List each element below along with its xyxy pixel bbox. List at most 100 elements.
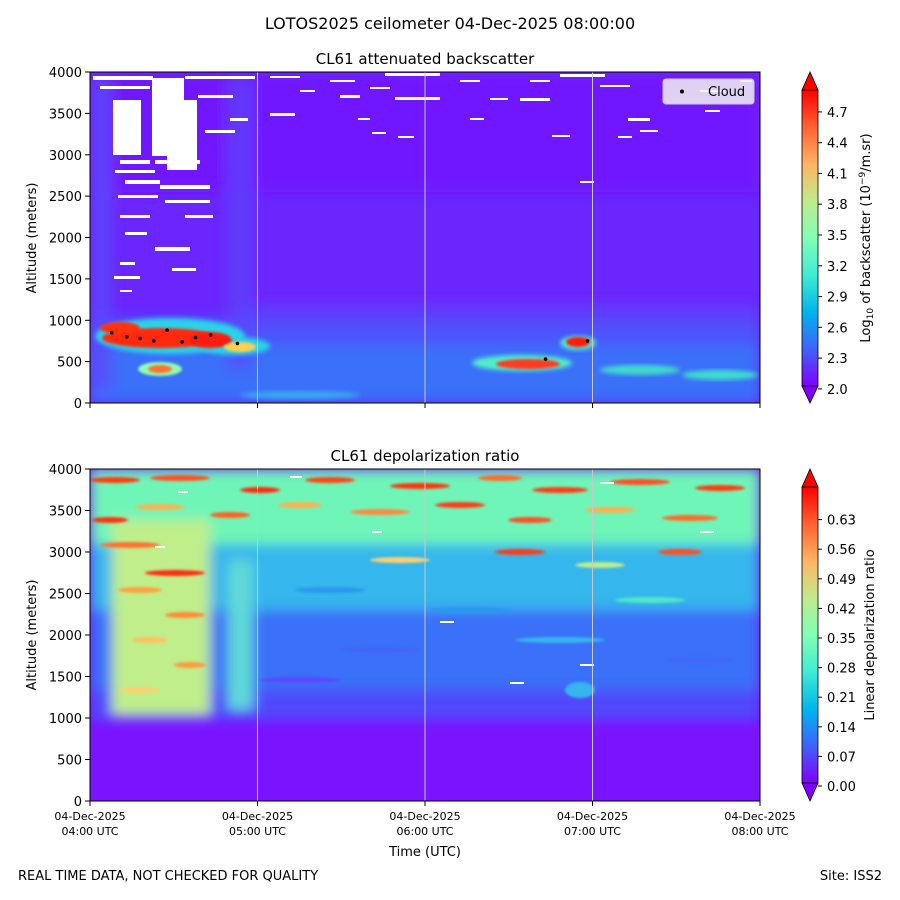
backscatter-colorbar-label: Log10 of backscatter (10−9/m.sr) [858,133,876,342]
depol-aerosol-column-2 [228,560,253,710]
backscatter-y-tick-label: 2000 [49,232,82,247]
backscatter-gridlines [257,72,593,403]
depol-y-tick-label: 4000 [49,463,82,478]
depol-missing-data [155,476,714,684]
x-tick-time: 07:00 UTC [564,825,621,838]
backscatter-colorbar: 2.0 2.3 2.6 2.9 3.2 3.5 3.8 4.1 4.4 4.7 … [801,71,876,404]
colorbar-label-exponent: −9 [858,172,868,186]
backscatter-cloud-layer-right [240,336,758,399]
cloud-marker [543,357,548,361]
cloud-marker [585,339,590,343]
cloud-legend: Cloud [662,78,755,105]
colorbar-label-log: Log [859,319,874,342]
time-x-axis: 04-Dec-2025 04:00 UTC 04-Dec-2025 05:00 … [54,801,796,860]
backscatter-colorbar-tick-label: 4.4 [827,137,848,152]
depol-y-tick-label: 2500 [49,588,82,603]
backscatter-y-tick-label: 3500 [49,107,82,122]
backscatter-colorbar-max-extend [801,71,819,91]
depol-speckle [90,475,745,698]
backscatter-cloud-markers [110,328,590,361]
backscatter-colorbar-tick-label: 2.9 [827,291,848,306]
colorbar-label-log-base: 10 [866,308,876,320]
cloud-legend-box [662,78,755,105]
backscatter-mid-band-1 [240,305,760,327]
backscatter-colorbar-tick-label: 2.0 [827,383,848,398]
backscatter-y-tick-label: 500 [57,356,82,371]
colorbar-label-units: /m.sr) [859,133,874,171]
quality-disclaimer: REAL TIME DATA, NOT CHECKED FOR QUALITY [18,869,319,884]
x-tick-time: 08:00 UTC [731,825,788,838]
cloud-marker [193,335,198,340]
x-tick-date: 04-Dec-2025 [222,810,293,823]
depol-y-axis-label: Altitude (meters) [25,580,40,691]
backscatter-y-tick-label: 2500 [49,190,82,205]
depol-colorbar-tick-label: 0.49 [827,573,856,588]
backscatter-colorbar-min-extend [801,385,819,404]
depol-y-tick-label: 1000 [49,712,82,727]
x-tick-date: 04-Dec-2025 [389,810,460,823]
depol-colorbar-label: Linear depolarization ratio [863,549,878,720]
cloud-legend-label: Cloud [708,85,745,100]
depol-y-tick-label: 3500 [49,505,82,520]
backscatter-x-ticks [89,403,761,408]
x-tick-date: 04-Dec-2025 [54,810,125,823]
depol-colorbar-tick-label: 0.00 [827,780,856,795]
depol-colorbar-gradient [801,486,819,784]
depol-y-tick-label: 3000 [49,546,82,561]
backscatter-plume-left [92,80,112,390]
backscatter-cloud-layer-left [95,318,270,376]
depol-colorbar-min-extend [801,782,819,802]
cloud-marker [125,335,129,339]
depol-colorbar-tick-label: 0.14 [827,721,856,736]
backscatter-colorbar-tick-label: 3.5 [827,229,848,244]
depol-colorbar-tick-label: 0.07 [827,750,856,765]
backscatter-colorbar-tick-label: 2.6 [827,321,848,336]
depol-colorbar-tick-label: 0.21 [827,691,856,706]
backscatter-y-axis: 0 500 1000 1500 2000 2500 3000 3500 4000… [25,66,90,412]
depol-colorbar-tick-label: 0.28 [827,662,856,677]
backscatter-colorbar-tick-label: 3.2 [827,260,848,275]
x-tick-time: 05:00 UTC [229,825,286,838]
depolarization-y-axis: 0 500 1000 1500 2000 2500 3000 3500 4000… [25,463,90,810]
figure-title: LOTOS2025 ceilometer 04-Dec-2025 08:00:0… [264,14,636,33]
backscatter-plume-mid [226,80,254,370]
cloud-marker [235,341,240,346]
depol-colorbar-tick-label: 0.56 [827,543,856,558]
backscatter-colorbar-tick-label: 4.1 [827,168,848,183]
depol-colorbar-tick-label: 0.42 [827,602,856,617]
x-tick-date: 04-Dec-2025 [724,810,795,823]
backscatter-colorbar-gradient [801,89,819,387]
depol-colorbar-tick-label: 0.35 [827,632,856,647]
backscatter-y-tick-label: 3000 [49,149,82,164]
depolarization-panel-title: CL61 depolarization ratio [331,447,520,465]
depol-y-tick-label: 500 [57,754,82,769]
depol-gridlines [257,469,593,801]
backscatter-panel-title: CL61 attenuated backscatter [316,50,535,68]
backscatter-y-tick-label: 0 [74,397,82,412]
backscatter-colorbar-tick-label: 4.7 [827,106,848,121]
cloud-marker [165,328,169,333]
cloud-marker [208,333,213,337]
backscatter-missing-data [93,73,752,292]
backscatter-y-tick-label: 1500 [49,273,82,288]
depol-colorbar-max-extend [801,468,819,488]
depol-y-tick-label: 1500 [49,671,82,686]
colorbar-label-mid: of backscatter (10 [859,185,874,308]
depolarization-colorbar: 0.00 0.07 0.14 0.21 0.28 0.35 0.42 0.49 … [801,468,878,802]
cloud-legend-marker [680,89,684,94]
depol-y-tick-label: 0 [74,795,82,810]
depol-y-tick-label: 2000 [49,629,82,644]
depol-colorbar-tick-label: 0.63 [827,514,856,529]
cloud-marker [138,336,143,341]
cloud-marker [180,340,184,344]
backscatter-colorbar-tick-label: 3.8 [827,198,848,213]
site-label: Site: ISS2 [819,869,882,884]
x-tick-time: 04:00 UTC [61,825,118,838]
x-tick-time: 06:00 UTC [396,825,453,838]
cloud-marker [151,339,156,343]
cloud-marker [110,330,114,335]
x-axis-label: Time (UTC) [388,845,461,860]
backscatter-y-axis-label: Altitude (meters) [25,183,40,294]
backscatter-colorbar-tick-label: 2.3 [827,352,848,367]
